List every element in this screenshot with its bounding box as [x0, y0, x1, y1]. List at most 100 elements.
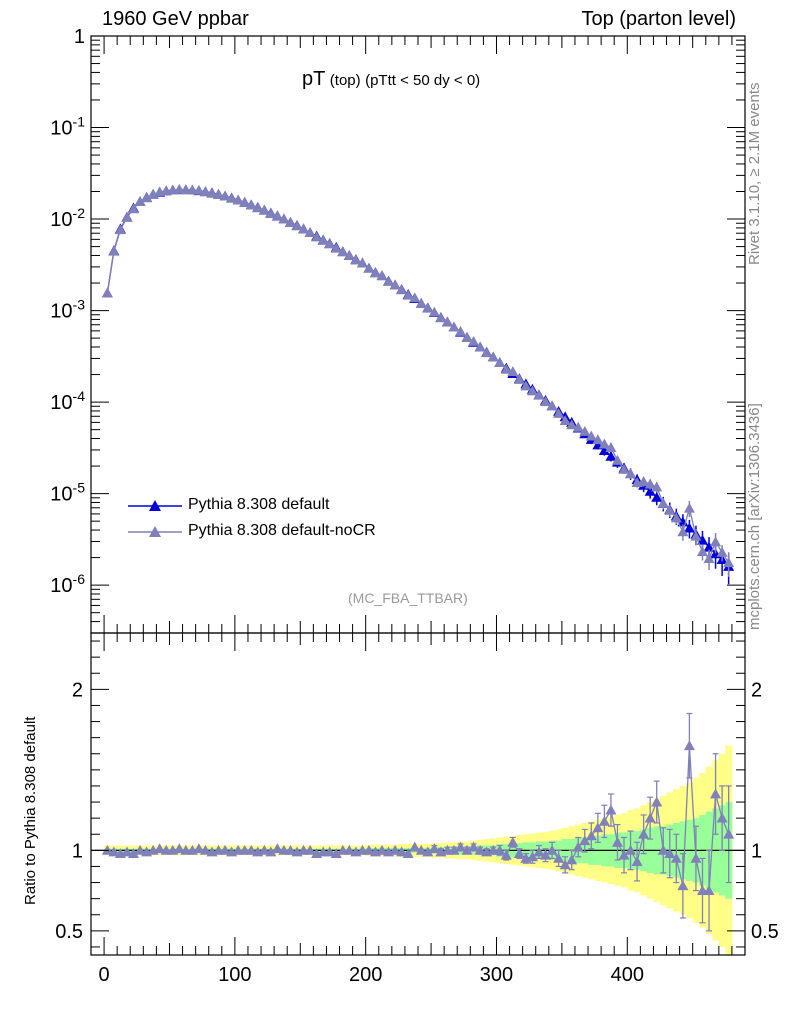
- point-nocr: [226, 192, 238, 203]
- ratio-point-nocr: [657, 844, 669, 855]
- point-nocr: [441, 316, 453, 327]
- point-nocr: [592, 434, 604, 445]
- point-nocr: [199, 186, 211, 197]
- point-default: [644, 485, 656, 496]
- point-nocr: [258, 204, 270, 215]
- x-tick-label: 100: [218, 964, 251, 986]
- ratio-point-nocr: [271, 843, 283, 854]
- point-nocr: [134, 196, 146, 207]
- main-y-tick-label: 10-3: [50, 297, 85, 323]
- ratio-point-nocr: [474, 844, 486, 855]
- point-nocr: [337, 246, 349, 257]
- ratio-point-nocr: [611, 836, 623, 847]
- x-tick-label: 200: [349, 964, 382, 986]
- point-nocr: [526, 385, 538, 396]
- ratio-point-nocr: [631, 856, 643, 867]
- ratio-point-nocr: [128, 848, 140, 858]
- point-nocr: [657, 497, 669, 508]
- analysis-tag: (MC_FBA_TTBAR): [348, 590, 468, 606]
- main-y-tick-label: 10-5: [50, 480, 85, 506]
- point-nocr: [101, 287, 113, 298]
- point-nocr: [271, 210, 283, 220]
- ratio-point-nocr: [304, 844, 316, 855]
- point-nocr: [546, 400, 558, 411]
- ratio-point-nocr: [461, 844, 473, 855]
- x-tick-label: 0: [99, 964, 110, 986]
- point-nocr: [330, 242, 342, 253]
- ratio-point-nocr: [389, 844, 401, 855]
- point-nocr: [284, 216, 296, 227]
- ratio-point-nocr: [376, 844, 388, 855]
- ratio-point-nocr: [579, 835, 591, 846]
- ratio-y-tick-label-left: 1: [72, 840, 83, 862]
- point-nocr: [520, 380, 532, 391]
- ratio-point-nocr: [618, 849, 630, 860]
- axes: 1 10-1 10-2 10-3 10-4 10-5 10-6 0.5 0.5 1 1 2 2 0 100 2…: [50, 26, 779, 986]
- point-nocr: [239, 196, 251, 207]
- point-nocr: [540, 396, 552, 407]
- main-y-tick-label: 1: [74, 26, 85, 48]
- ratio-point-nocr: [526, 851, 538, 862]
- point-nocr: [363, 262, 375, 273]
- point-nocr: [696, 546, 708, 557]
- ratio-point-nocr: [553, 852, 565, 863]
- series-default: [101, 184, 735, 585]
- point-nocr: [422, 302, 434, 313]
- point-nocr: [625, 468, 637, 479]
- main-y-tick-label: 10-1: [50, 114, 85, 140]
- ratio-point-nocr: [710, 788, 722, 799]
- point-nocr: [500, 363, 512, 374]
- point-nocr: [487, 351, 499, 362]
- ratio-point-nocr: [664, 848, 676, 858]
- point-nocr: [494, 357, 506, 368]
- point-nocr: [389, 279, 401, 290]
- ratio-point-nocr: [108, 846, 120, 857]
- main-y-tick-label: 10-2: [50, 205, 85, 231]
- ratio-point-nocr: [101, 844, 113, 855]
- series-nocr: [101, 183, 735, 577]
- point-nocr: [383, 275, 395, 286]
- point-nocr: [213, 188, 225, 199]
- point-nocr: [396, 284, 408, 295]
- point-nocr: [311, 231, 323, 242]
- point-default: [598, 445, 610, 456]
- point-nocr: [481, 347, 493, 358]
- point-nocr: [513, 374, 525, 384]
- point-nocr: [716, 546, 728, 557]
- ratio-point-nocr: [428, 843, 440, 854]
- legend-label-nocr: Pythia 8.308 default-noCR: [188, 522, 376, 539]
- x-tick-label: 300: [480, 964, 513, 986]
- ratio-point-nocr: [422, 846, 434, 857]
- point-default: [683, 522, 695, 533]
- ratio-point-nocr: [625, 844, 637, 855]
- ratio-point-nocr: [284, 844, 296, 855]
- point-nocr: [141, 192, 153, 203]
- point-nocr: [559, 415, 571, 425]
- point-nocr: [683, 502, 695, 513]
- point-nocr: [455, 325, 467, 336]
- ratio-frame: [90, 632, 746, 956]
- point-nocr: [474, 341, 486, 352]
- point-nocr: [114, 224, 126, 235]
- x-tick-label: 400: [611, 964, 644, 986]
- ratio-point-nocr: [173, 843, 185, 854]
- point-nocr: [219, 190, 231, 201]
- point-nocr: [252, 202, 264, 213]
- point-nocr: [291, 220, 303, 231]
- ratio-point-nocr: [154, 843, 166, 854]
- ratio-y-tick-label-right: 0.5: [751, 921, 779, 943]
- ratio-point-nocr: [343, 844, 355, 855]
- point-nocr: [435, 312, 447, 323]
- line-default: [106, 189, 730, 567]
- ratio-point-nocr: [559, 859, 571, 870]
- ratio-point-nocr: [193, 843, 205, 854]
- point-nocr: [369, 267, 381, 278]
- ratio-point-nocr: [415, 844, 427, 855]
- ratio-point-nocr: [134, 844, 146, 855]
- point-nocr: [566, 419, 578, 430]
- header-right: Top (parton level): [581, 8, 736, 30]
- point-nocr: [402, 289, 414, 300]
- ratio-point-nocr: [330, 848, 342, 858]
- header-left: 1960 GeV ppbar: [102, 8, 249, 30]
